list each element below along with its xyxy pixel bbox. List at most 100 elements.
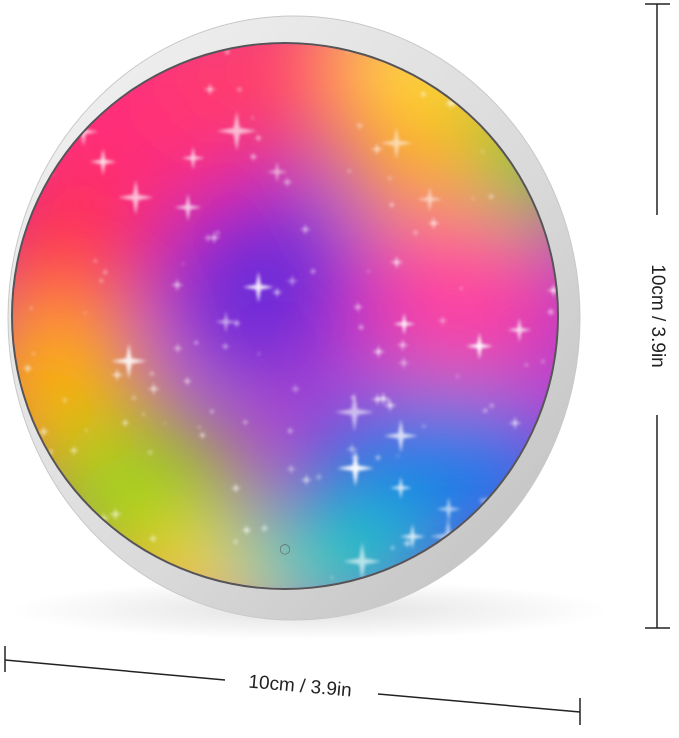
sparkle xyxy=(147,382,161,396)
sparkle xyxy=(437,315,449,327)
sparkle xyxy=(329,575,335,580)
sparkle xyxy=(170,278,184,292)
sparkle xyxy=(308,267,318,276)
sparkle xyxy=(299,223,312,236)
sparkle xyxy=(546,307,556,317)
sparkle xyxy=(524,75,531,81)
height-label: 10cm / 3.9in xyxy=(647,264,668,368)
sparkle xyxy=(231,537,240,546)
sparkle xyxy=(223,47,232,56)
sparkle xyxy=(389,544,396,551)
sparkle xyxy=(22,363,33,374)
sparkle xyxy=(314,472,324,482)
sparkle xyxy=(335,392,374,432)
sparkle xyxy=(148,369,156,378)
sparkle xyxy=(420,423,427,430)
sparkle xyxy=(389,255,404,270)
sparkle xyxy=(396,338,410,352)
sparkle xyxy=(383,419,418,453)
sparkle xyxy=(481,407,489,415)
sparkle xyxy=(248,151,259,162)
sparkle xyxy=(235,85,244,94)
sparkle xyxy=(198,430,207,440)
sparkle xyxy=(203,82,217,96)
sparkle xyxy=(111,343,147,379)
sparkle xyxy=(27,135,39,148)
sparkle xyxy=(220,341,230,351)
sparkle xyxy=(84,428,89,433)
sparkle xyxy=(454,373,461,379)
height-dimension: 10cm / 3.9in xyxy=(645,3,670,629)
sparkle xyxy=(97,512,110,525)
sparkle xyxy=(216,111,257,151)
sparkle xyxy=(266,161,288,183)
sparkle xyxy=(371,345,386,359)
sparkle xyxy=(110,368,124,382)
sparkle xyxy=(37,44,50,53)
sparkle xyxy=(182,375,193,387)
sparkle xyxy=(281,176,294,188)
dimension-line xyxy=(4,659,226,681)
sparkle xyxy=(449,99,459,109)
sparkle xyxy=(417,186,443,212)
width-label: 10cm / 3.9in xyxy=(248,672,353,702)
sparkle xyxy=(256,351,262,357)
sparkle xyxy=(444,97,457,110)
charger-face xyxy=(13,44,557,588)
sparkle xyxy=(354,120,365,131)
sparkle xyxy=(14,45,20,51)
sparkle xyxy=(271,286,283,299)
sparkle xyxy=(97,277,105,285)
sparkle xyxy=(383,398,397,413)
sparkle xyxy=(118,179,154,216)
sparkle xyxy=(259,523,270,534)
sparkle xyxy=(202,232,214,244)
sparkle xyxy=(101,268,110,276)
sparkle xyxy=(345,442,359,456)
sparkle xyxy=(13,557,19,564)
sparkle xyxy=(507,317,532,342)
sparkle xyxy=(60,395,70,405)
sparkle xyxy=(174,193,202,222)
sparkle xyxy=(253,133,264,143)
sparkle xyxy=(397,356,411,370)
sparkle xyxy=(343,542,382,581)
sparkle xyxy=(502,44,531,60)
sparkle xyxy=(181,261,186,266)
sparkle xyxy=(230,482,242,494)
sparkle xyxy=(240,524,253,536)
sparkle xyxy=(371,392,384,406)
sparkle xyxy=(479,148,486,155)
sparkle xyxy=(411,228,420,237)
sparkle xyxy=(395,453,401,459)
sparkle xyxy=(419,90,428,99)
sparkle xyxy=(146,448,155,457)
sparkle xyxy=(196,424,202,430)
sparkle xyxy=(486,192,496,201)
sparkle xyxy=(458,286,464,291)
sparkle xyxy=(523,361,530,368)
sparkle xyxy=(546,283,557,298)
sparkle xyxy=(366,269,371,274)
sparkle xyxy=(181,146,205,170)
sparkle xyxy=(108,507,123,522)
sparkle xyxy=(538,125,550,137)
logo: ◯ xyxy=(279,544,290,555)
sparkle xyxy=(539,358,547,365)
sparkle xyxy=(521,568,543,588)
sparkle xyxy=(386,175,393,182)
sparkle xyxy=(162,421,167,426)
sparkle xyxy=(23,466,35,478)
sparkle xyxy=(91,257,99,265)
sparkle xyxy=(37,425,50,438)
sparkle xyxy=(389,476,412,499)
sparkle xyxy=(498,568,511,581)
sparkle xyxy=(61,75,67,81)
sparkle xyxy=(393,312,416,336)
sparkle xyxy=(534,488,545,499)
sparkle xyxy=(215,311,237,333)
sparkle xyxy=(487,401,496,410)
sparkle xyxy=(31,351,36,356)
sparkle xyxy=(352,301,364,313)
sparkle xyxy=(399,523,426,550)
